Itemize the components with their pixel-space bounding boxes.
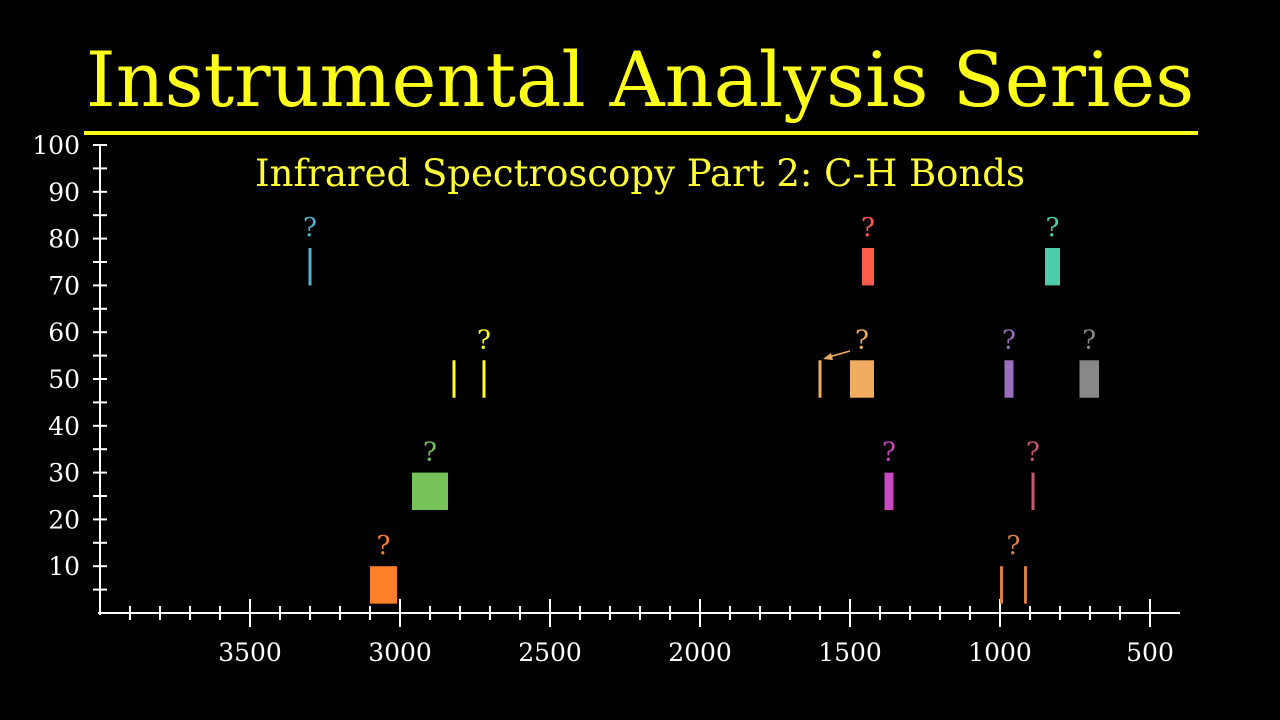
band-question-mark: ? <box>1007 531 1021 561</box>
band-question-mark: ? <box>1082 325 1096 355</box>
absorption-band <box>1000 566 1003 604</box>
y-tick-label: 40 <box>48 412 80 441</box>
y-tick-label: 10 <box>48 552 80 581</box>
absorption-band <box>308 247 312 286</box>
title-underline <box>84 131 1198 135</box>
y-tick-label: 50 <box>48 365 80 394</box>
x-tick-label: 2000 <box>668 638 732 667</box>
band-question-mark: ? <box>477 325 491 355</box>
chart-subtitle: Infrared Spectroscopy Part 2: C-H Bonds <box>255 152 1025 195</box>
y-tick-label: 30 <box>48 459 80 488</box>
x-tick-label: 1500 <box>818 638 882 667</box>
absorption-band <box>1045 247 1060 286</box>
band-question-mark: ? <box>1026 438 1040 468</box>
x-tick-label: 2500 <box>518 638 582 667</box>
x-tick-label: 3500 <box>218 638 282 667</box>
absorption-band <box>884 472 894 511</box>
absorption-band <box>862 247 874 286</box>
band-question-mark: ? <box>861 213 875 243</box>
x-tick-label: 500 <box>1126 638 1174 667</box>
absorption-band <box>482 360 486 398</box>
x-tick-label: 1000 <box>968 638 1032 667</box>
band-question-mark: ? <box>1046 213 1060 243</box>
absorption-band <box>1024 566 1027 604</box>
band-question-mark: ? <box>377 531 391 561</box>
band-question-mark: ? <box>855 325 869 355</box>
arrow-head <box>823 353 833 360</box>
band-question-mark: ? <box>423 438 437 468</box>
arrow-line <box>828 350 851 358</box>
band-question-mark: ? <box>1002 325 1016 355</box>
absorption-band <box>452 360 456 398</box>
y-tick-label: 100 <box>32 131 80 160</box>
y-tick-label: 60 <box>48 318 80 347</box>
absorption-band <box>850 360 874 398</box>
absorption-band <box>1031 472 1035 511</box>
y-tick-label: 70 <box>48 271 80 300</box>
page-title: Instrumental Analysis Series <box>85 35 1195 124</box>
x-tick-label: 3000 <box>368 638 432 667</box>
y-tick-label: 20 <box>48 505 80 534</box>
band-question-mark: ? <box>303 213 317 243</box>
absorption-band <box>370 566 397 604</box>
absorption-band <box>412 472 448 511</box>
band-question-mark: ? <box>882 438 896 468</box>
absorption-band <box>818 360 822 398</box>
y-tick-label: 90 <box>48 178 80 207</box>
absorption-band <box>1079 360 1099 398</box>
y-tick-label: 80 <box>48 225 80 254</box>
absorption-band <box>1004 360 1014 398</box>
